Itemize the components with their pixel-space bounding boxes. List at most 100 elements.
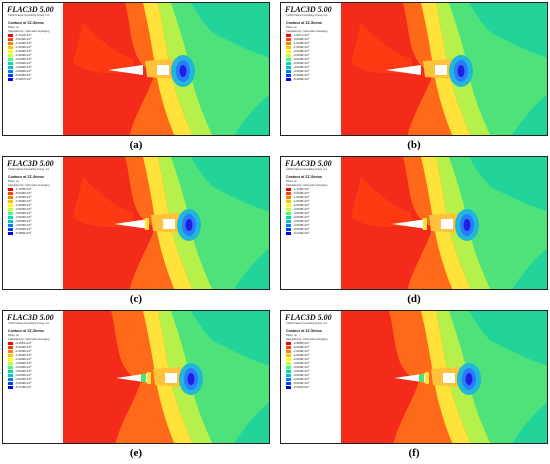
legend-value: -3.0000×10⁶ (293, 365, 310, 369)
legend-value: -3.0000×10⁶ (15, 211, 32, 215)
legend-level: -5.0000×10⁵ (286, 37, 340, 41)
legend-value: -2.5000×10⁶ (293, 361, 310, 365)
contour-field (341, 311, 547, 443)
legend-level: -1.5000×10⁶ (286, 45, 340, 49)
legend-levels: -1.7250×10⁵ -5.0000×10⁵ -1.0000×10⁶ -1.5000… (8, 187, 62, 235)
legend-value: -1.0000×10⁶ (293, 195, 310, 199)
legend-swatch (8, 61, 13, 65)
legend-level: -1.0000×10⁶ (286, 195, 340, 199)
legend-level: -5.0000×10⁵ (286, 345, 340, 349)
legend-value: -1.7260×10⁵ (293, 187, 310, 191)
panel-caption: (a) (129, 139, 143, 151)
legend-value: -1.5000×10⁶ (293, 45, 310, 49)
legend-value: -1.7224×10⁵ (15, 33, 32, 37)
legend-swatch (286, 191, 291, 195)
legend-value: -1.0000×10⁶ (15, 349, 32, 353)
legend-swatch (286, 369, 291, 373)
figure-panel: FLAC3D 5.00 ©2012 Itasca Consulting Group… (2, 2, 270, 151)
legend-value: -5.0000×10⁶ (15, 227, 32, 231)
legend-swatch (286, 365, 291, 369)
legend-value: -2.5000×10⁶ (15, 53, 32, 57)
legend-value: -1.5000×10⁶ (15, 199, 32, 203)
legend-swatch (8, 195, 13, 199)
legend-value: -3.5000×10⁶ (293, 61, 310, 65)
figure-panel: FLAC3D 5.00 ©2012 Itasca Consulting Group… (2, 310, 270, 459)
contour-field (341, 157, 547, 289)
legend-swatch (8, 385, 13, 389)
legend-value: -4.0000×10⁶ (293, 373, 310, 377)
legend-value: -1.0000×10⁶ (15, 41, 32, 45)
legend-swatch (8, 361, 13, 365)
legend-swatch (286, 361, 291, 365)
legend-value: -1.0617×10⁵ (293, 33, 310, 37)
working-face-opening (441, 219, 453, 229)
legend-level: -1.0000×10⁶ (286, 349, 340, 353)
legend-level: -3.0000×10⁶ (8, 365, 62, 369)
legend-swatch (286, 49, 291, 53)
contour-title: Contour of ZZ-Stress (8, 21, 44, 25)
legend-swatch (8, 227, 13, 231)
legend-swatch (286, 211, 291, 215)
legend-level: -1.5000×10⁶ (8, 199, 62, 203)
software-title: FLAC3D 5.00 (7, 159, 54, 168)
stress-band-teal (469, 311, 547, 366)
working-face-opening (165, 373, 177, 383)
legend-level: -1.5000×10⁶ (8, 353, 62, 357)
legend-swatch (8, 203, 13, 207)
legend-value: -2.5000×10⁶ (15, 207, 32, 211)
contour-field (63, 157, 269, 289)
legend-level: -2.5000×10⁶ (8, 207, 62, 211)
legend-value: -2.0000×10⁶ (293, 203, 310, 207)
legend-swatch (286, 357, 291, 361)
legend-value: -5.0000×10⁵ (293, 345, 310, 349)
working-face-opening (435, 65, 447, 75)
legend-levels: -1.7224×10⁵ -5.0000×10⁵ -1.0000×10⁶ -1.5000… (8, 33, 62, 81)
pillar-zone (145, 218, 149, 230)
contour-title: Contour of ZZ-Stress (8, 329, 44, 333)
pillar-low-stress (419, 374, 424, 382)
panel-caption: (f) (408, 447, 420, 459)
legend-swatch (8, 49, 13, 53)
pillar-zone (425, 372, 429, 384)
calc-note: Calculated by: Volumetric Averaging (8, 29, 50, 33)
legend-level: -4.0000×10⁶ (286, 65, 340, 69)
contour-plot: FLAC3D 5.00 ©2012 Itasca Consulting Group… (2, 156, 270, 290)
copyright-text: ©2012 Itasca Consulting Group, Inc. (8, 322, 50, 325)
legend-swatch (286, 223, 291, 227)
legend-swatch (286, 37, 291, 41)
stress-band-red-inner (351, 23, 413, 73)
legend-value: -4.5000×10⁶ (293, 223, 310, 227)
legend-level: -1.5000×10⁶ (286, 353, 340, 357)
copyright-text: ©2012 Itasca Consulting Group, Inc. (286, 322, 328, 325)
legend-swatch (8, 215, 13, 219)
legend-swatch (286, 61, 291, 65)
working-face-opening (443, 373, 455, 383)
legend-value: -1.0000×10⁶ (15, 195, 32, 199)
legend-value: -1.5000×10⁶ (15, 353, 32, 357)
legend-level: -3.5000×10⁶ (8, 61, 62, 65)
legend-value: -5.0000×10⁵ (15, 37, 32, 41)
legend-level: -3.5000×10⁶ (286, 215, 340, 219)
legend-value: -5.0000×10⁶ (293, 227, 310, 231)
legend-value: -5.3067×10⁶ (15, 77, 32, 81)
legend-level: -3.0000×10⁶ (8, 57, 62, 61)
legend-level: -2.5000×10⁶ (8, 361, 62, 365)
legend-swatch (8, 369, 13, 373)
legend-swatch (286, 353, 291, 357)
legend-level: -4.5000×10⁶ (8, 223, 62, 227)
legend-swatch (286, 187, 291, 191)
legend-swatch (286, 341, 291, 345)
legend-level: -5.0661×10⁶ (286, 385, 340, 389)
legend-level: -3.5000×10⁶ (286, 369, 340, 373)
legend-value: -4.5000×10⁶ (15, 223, 32, 227)
contour-plot: FLAC3D 5.00 ©2012 Itasca Consulting Group… (2, 2, 270, 136)
legend-level: -2.5000×10⁶ (286, 207, 340, 211)
stress-band-teal-lower (512, 94, 547, 135)
stress-peak-core (179, 65, 187, 77)
legend-levels: -3.4051×10⁵ -5.0000×10⁵ -1.0000×10⁶ -1.5000… (8, 341, 62, 389)
legend-value: -3.0000×10⁶ (15, 365, 32, 369)
contour-plot: FLAC3D 5.00 ©2012 Itasca Consulting Group… (2, 310, 270, 444)
legend-swatch (286, 207, 291, 211)
legend-swatch (286, 45, 291, 49)
roadway-opening (108, 65, 143, 75)
